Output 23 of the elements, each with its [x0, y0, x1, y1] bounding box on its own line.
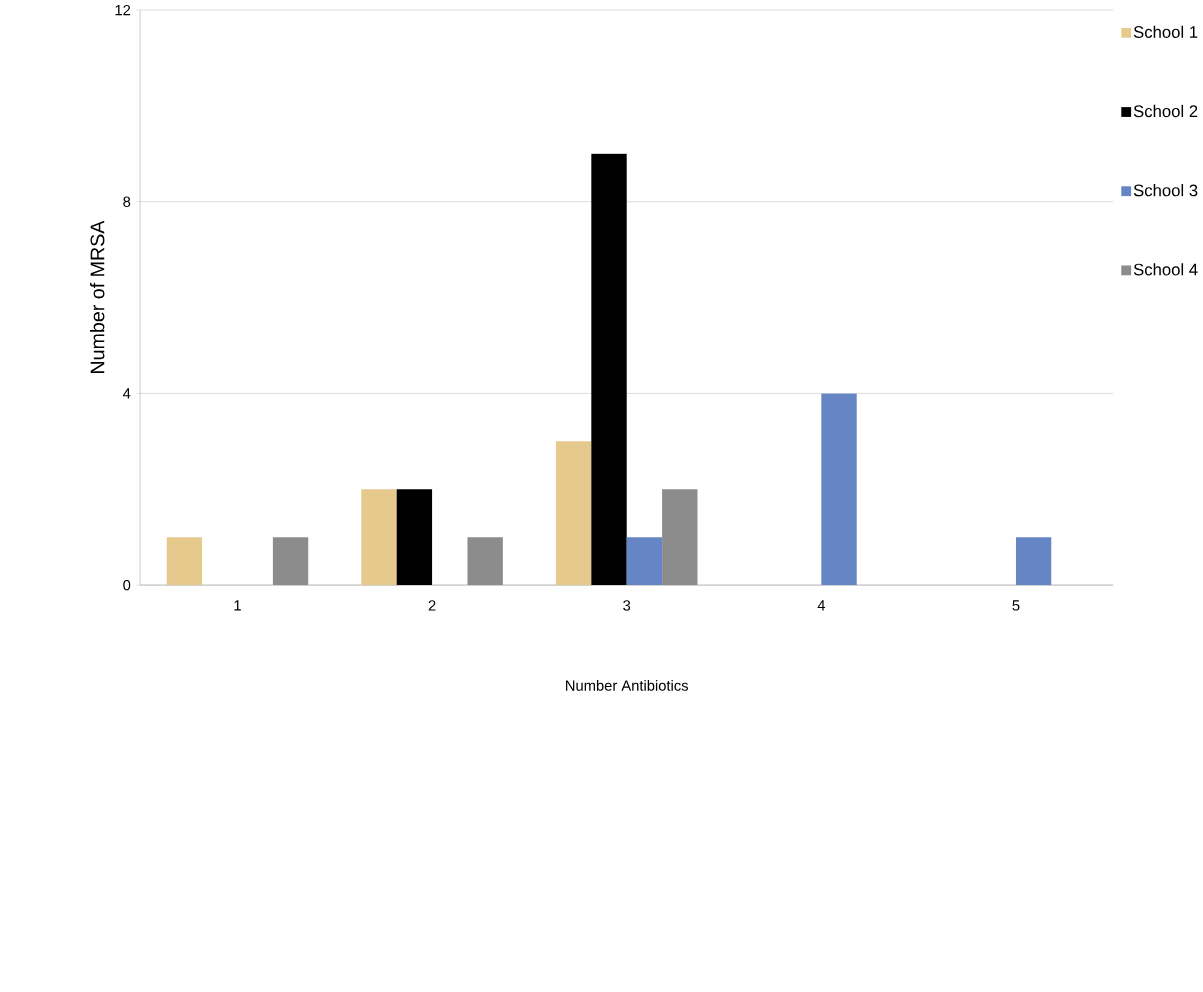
legend-label: School 4	[1133, 263, 1198, 276]
bar	[1015, 536, 1052, 585]
y-axis-title: Number of MRSA	[89, 220, 105, 373]
bar	[591, 153, 627, 585]
x-axis-title: Number Antibiotics	[566, 679, 689, 691]
y-tick-label: 4	[122, 388, 131, 399]
x-tick-label: 3	[623, 600, 631, 611]
y-tick-label: 12	[115, 4, 131, 15]
bar	[361, 489, 397, 585]
y-tick-label: 8	[123, 196, 131, 207]
bar	[626, 536, 663, 585]
legend-label: School 2	[1133, 104, 1198, 117]
bar	[166, 536, 203, 585]
x-tick-label: 1	[234, 600, 241, 611]
bar	[821, 393, 857, 585]
x-tick-label: 5	[1012, 600, 1020, 611]
bar	[555, 441, 592, 585]
y-tick-label: 0	[123, 579, 131, 591]
x-tick-label: 2	[428, 600, 436, 611]
x-tick-label: 4	[817, 600, 826, 611]
legend-label: School 1	[1133, 25, 1198, 38]
bar	[396, 489, 433, 585]
legend-label: School 3	[1133, 183, 1198, 197]
